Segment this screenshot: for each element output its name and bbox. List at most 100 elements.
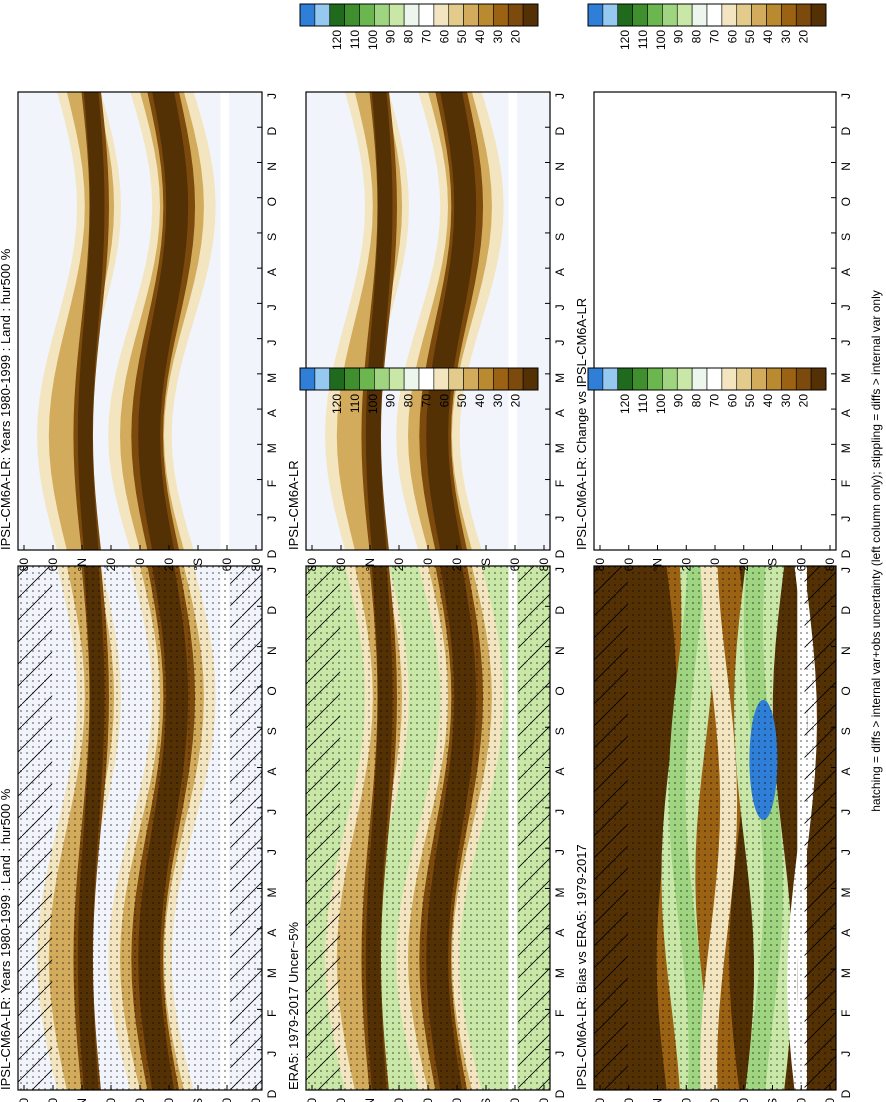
colorbar-1-swatch-14 [507,367,524,391]
colorbar-1-swatch-5 [374,367,390,391]
panel-5-field [594,566,836,1090]
panel-1-month-tick-13: J [265,567,279,573]
colorbar-1-swatch-10 [448,367,464,391]
panel-2-month-tick-1: J [265,516,279,522]
panel-5-lat-tick-5: 20 [737,1098,751,1102]
panel-4-gap [508,92,518,550]
colorbar-2-label-8: 40 [473,30,487,44]
panel-3-lat-tick-5: 20 [450,1098,464,1102]
panel-3-lat-tick-0: 80 [305,1098,319,1102]
colorbar-3-label-9: 30 [779,394,793,408]
colorbar-1-swatch-0 [299,367,316,391]
colorbar-2-label-4: 80 [402,30,416,44]
panel-3-month-tick-4: A [553,929,567,937]
panel-2-month-tick-2: F [265,480,279,487]
colorbar-1-label-6: 60 [437,394,451,408]
panel-6-month-tick-4: A [839,409,853,417]
panel-3-month-tick-0: D [553,1089,567,1098]
panel-6-month-tick-11: N [839,162,853,171]
panel-5-lat-tick-7: 60 [794,1098,808,1102]
panel-1-month-tick-11: N [265,646,279,655]
panel-3-lat-tick-4: 0 [421,1098,435,1102]
colorbar-2-swatch-11 [463,3,479,27]
panel-4-lat-tick-5: 20 [450,558,464,572]
colorbar-2-swatch-2 [329,3,345,27]
panel-2-lat-tick-0: 80 [17,558,31,572]
colorbar-1-swatch-2 [329,367,345,391]
panel-6-lat-tick-2: °N [651,558,665,571]
colorbar-1-label-1: 110 [348,394,362,413]
panel-2-month-tick-12: D [265,127,279,136]
panel-2-title: IPSL-CM6A-LR: Years 1980-1999 : Land : h… [0,248,13,550]
colorbar-1-label-4: 80 [402,394,416,408]
panel-1-stippling [18,566,262,1090]
panel-5-lat-tick-6: °S [766,1098,780,1102]
colorbar-4-label-2: 100 [654,30,668,50]
colorbar-3: 120 110 100 90 80 70 60 50 40 30 20 [587,367,827,414]
panel-3-title: ERA5: 1979-2017 Uncer~5% [286,922,301,1090]
panel-3-month-tick-9: S [553,727,567,735]
panel-6-month-tick-8: A [839,268,853,276]
colorbar-3-swatch-3 [632,367,648,391]
panel-4-month-tick-10: O [553,197,567,206]
panel-1-lat-tick-0: 80 [17,1098,31,1102]
panel-5-title: IPSL-CM6A-LR: Bias vs ERA5: 1979-2017 [574,844,589,1090]
panel-6-month-tick-13: J [839,93,853,99]
colorbar-2-swatch-4 [359,3,375,27]
colorbar-2-label-2: 100 [366,30,380,50]
panel-2-lat-tick-6: °S [191,558,205,571]
panel-6-month-tick-1: J [839,516,853,522]
colorbar-3-label-4: 80 [690,394,704,408]
panel-4: 80 60 °N 20 0 20 °S 60 80DJFMAMJJASONDJIPSL-CM6A… [286,91,567,572]
panel-3-field [306,566,550,1090]
panel-4-lat-tick-6: °S [479,558,493,571]
panel-4-lat-tick-8: 80 [537,558,551,572]
colorbar-4-label-9: 30 [779,30,793,44]
panel-5-lat-tick-3: 20 [679,1098,693,1102]
panel-1-month-tick-10: O [265,686,279,695]
panel-6-lat-tick-1: 60 [622,558,636,572]
colorbar-1-label-5: 70 [419,394,433,408]
panel-3-month-tick-8: A [553,768,567,776]
panel-2-month-tick-6: J [265,340,279,346]
panel-4-month-tick-5: M [553,373,567,383]
colorbar-3-swatch-6 [676,367,693,391]
colorbar-4-swatch-4 [647,3,663,27]
colorbar-2-swatch-14 [507,3,524,27]
panel-3-month-tick-12: D [553,606,567,615]
panel-2-lat-tick-5: 20 [162,558,176,572]
panel-6-field [594,92,836,550]
panel-2-band-3 [77,92,105,550]
colorbar-3-swatch-0 [587,367,604,391]
panel-1-month-tick-8: A [265,768,279,776]
colorbar-1-swatch-15 [522,367,539,391]
colorbar-1-swatch-12 [478,367,494,391]
panel-2-month-tick-5: M [265,373,279,383]
panel-5-month-tick-11: N [839,646,853,655]
panel-2-month-tick-0: D [265,549,279,558]
panel-2-month-tick-13: J [265,93,279,99]
colorbar-3-swatch-12 [766,367,782,391]
panel-6-title: IPSL-CM6A-LR: Change vs IPSL-CM6A-LR [574,298,589,550]
colorbar-2-label-3: 90 [384,30,398,44]
colorbar-4-swatch-11 [751,3,767,27]
colorbar-1-swatch-9 [433,367,450,391]
panel-2-band-7 [138,92,189,550]
panel-2-month-tick-9: S [265,233,279,241]
panel-4-lat-tick-7: 60 [508,558,522,572]
panel-2-month-tick-10: O [265,197,279,206]
colorbar-3-swatch-5 [662,367,678,391]
panel-4-field [306,92,550,550]
panel-1-lat-tick-2: °N [75,1098,89,1102]
colorbar-3-swatch-11 [751,367,767,391]
colorbar-1-label-9: 30 [491,394,505,408]
colorbar-1: 120 110 100 90 80 70 60 50 40 30 20 [299,367,539,414]
panel-4-month-tick-7: J [553,304,567,310]
panel-5-lat-tick-0: 80 [593,1098,607,1102]
panel-1-month-tick-9: S [265,727,279,735]
panel-2-lat-tick-1: 60 [46,558,60,572]
panel-1-lat-tick-4: 0 [133,1098,147,1102]
panel-1-month-tick-0: D [265,1089,279,1098]
panel-5-month-tick-7: J [839,809,853,815]
colorbar-3-swatch-10 [736,367,752,391]
